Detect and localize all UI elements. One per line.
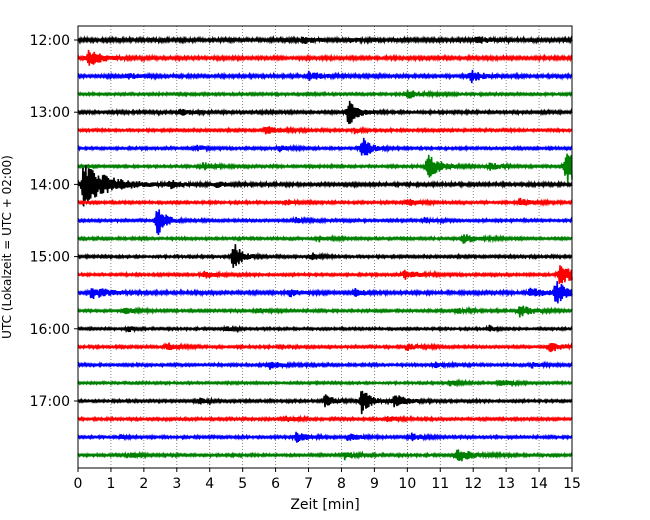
trace-1230 xyxy=(77,69,573,84)
trace-1415 xyxy=(77,197,573,207)
y-tick-label: 17:00 xyxy=(30,394,70,410)
y-axis-label: UTC (Lokalzeit = UTC + 02:00) xyxy=(0,155,14,339)
x-axis-label: Zeit [min] xyxy=(290,497,359,513)
x-tick-label: 14 xyxy=(530,476,548,492)
x-tick-label: 5 xyxy=(238,476,247,492)
trace-1215 xyxy=(77,49,573,66)
trace-1300 xyxy=(77,100,573,125)
x-tick-label: 7 xyxy=(304,476,313,492)
trace-1730 xyxy=(77,431,573,443)
trace-1245 xyxy=(77,89,573,100)
x-tick-label: 1 xyxy=(106,476,115,492)
plot-frame xyxy=(77,25,573,469)
trace-1500 xyxy=(77,244,573,268)
trace-1345 xyxy=(77,153,573,184)
trace-1400 xyxy=(77,165,573,207)
trace-1600 xyxy=(77,324,573,334)
y-tick-label: 14:00 xyxy=(30,177,70,193)
y-tick-label: 15:00 xyxy=(30,250,70,266)
trace-1200 xyxy=(77,34,573,46)
trace-1645 xyxy=(77,378,573,388)
x-tick-label: 10 xyxy=(398,476,416,492)
x-tick-label: 8 xyxy=(337,476,346,492)
x-tick-label: 2 xyxy=(139,476,148,492)
trace-1630 xyxy=(77,360,573,370)
y-tick-label: 16:00 xyxy=(30,322,70,338)
trace-1330 xyxy=(77,137,573,156)
trace-1445 xyxy=(77,233,573,244)
y-tick-label: 12:00 xyxy=(30,33,70,49)
x-tick-label: 11 xyxy=(431,476,449,492)
trace-group xyxy=(77,34,573,462)
trace-1745 xyxy=(77,449,573,462)
trace-1315 xyxy=(77,125,573,135)
trace-1530 xyxy=(77,281,573,304)
x-tick-label: 13 xyxy=(497,476,515,492)
trace-1615 xyxy=(77,342,573,353)
trace-1515 xyxy=(77,265,573,285)
x-tick-label: 3 xyxy=(172,476,181,492)
x-tick-label: 15 xyxy=(563,476,581,492)
x-tick-label: 9 xyxy=(370,476,379,492)
x-tick-label: 6 xyxy=(271,476,280,492)
trace-1430 xyxy=(77,209,573,236)
x-tick-label: 0 xyxy=(74,476,83,492)
trace-1545 xyxy=(77,305,573,318)
y-tick-label: 13:00 xyxy=(30,105,70,121)
tick-group: 0 1 2 3 4 5 6 7 8 9 10 11 12 13 14 1512:0013:0014:0015:… xyxy=(30,33,581,492)
trace-1715 xyxy=(77,414,573,424)
x-tick-label: 12 xyxy=(464,476,482,492)
trace-1700 xyxy=(77,390,573,415)
x-tick-label: 4 xyxy=(205,476,214,492)
